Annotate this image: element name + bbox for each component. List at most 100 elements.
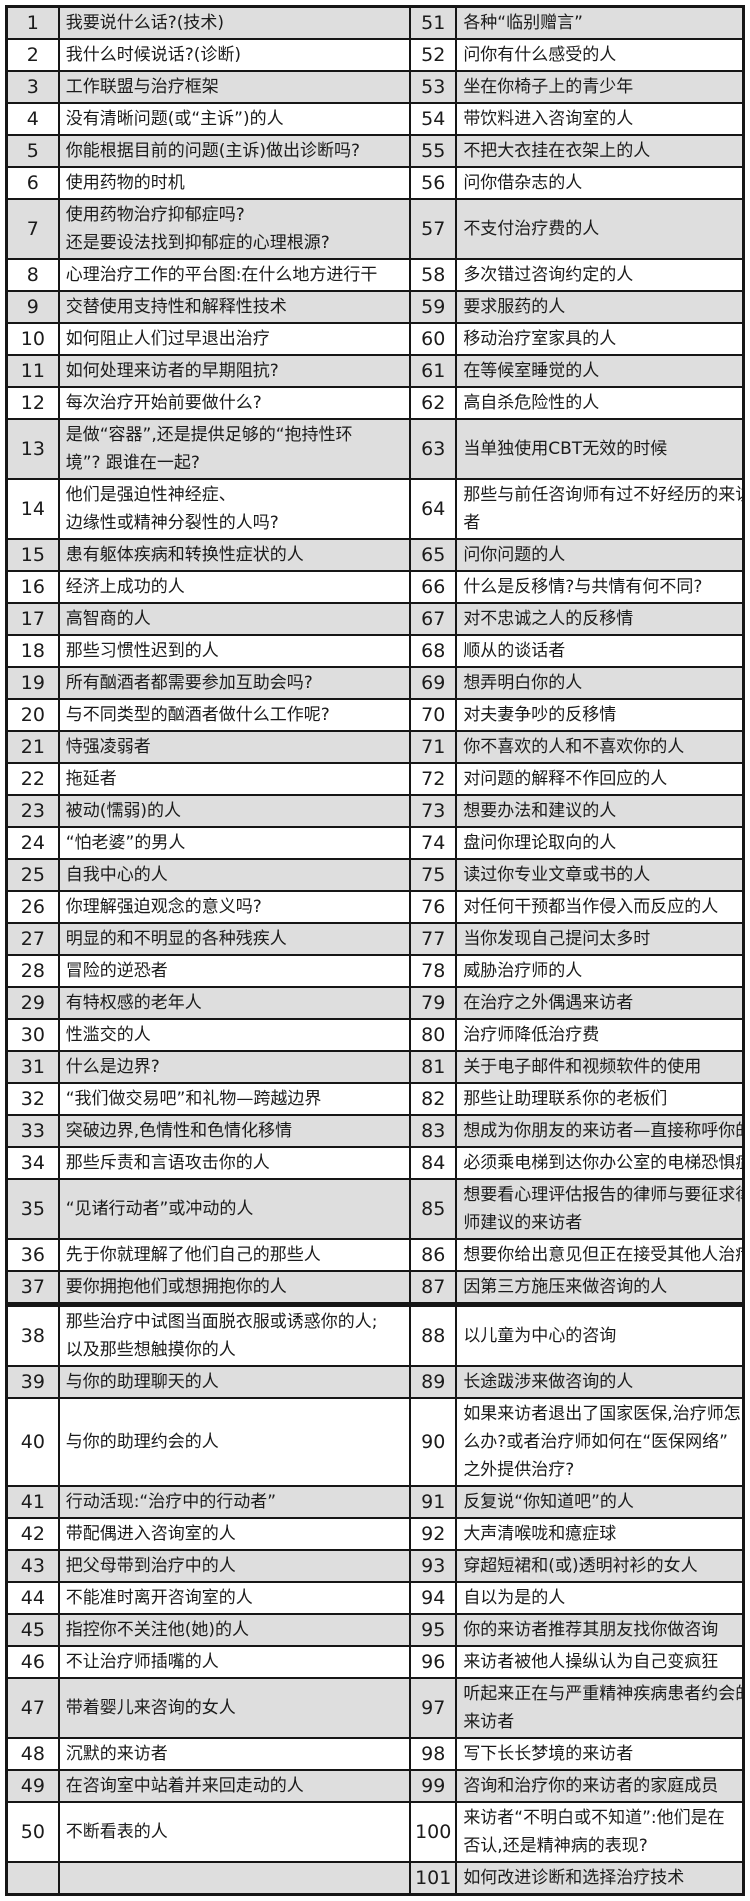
table-row: 11 如何处理来访者的早期阻抗? 61 在等候室睡觉的人 bbox=[5, 354, 745, 388]
topic-text-cell: 指控你不关注他(她)的人 bbox=[57, 1613, 412, 1647]
topic-text-cell: 与不同类型的酗酒者做什么工作呢? bbox=[57, 698, 412, 732]
row-number: 85 bbox=[421, 1198, 446, 1220]
topic-text-cell: 想要你给出意见但正在接受其他人治疗 bbox=[455, 1238, 745, 1272]
topic-text-cell: 在治疗之外偶遇来访者 bbox=[455, 986, 745, 1020]
row-number-cell: 78 bbox=[409, 954, 458, 988]
topic-text: 对问题的解释不作回应的人 bbox=[463, 769, 668, 789]
topic-text-cell: 经济上成功的人 bbox=[57, 570, 412, 604]
row-number: 22 bbox=[20, 768, 45, 790]
row-number-cell: 28 bbox=[5, 954, 60, 988]
topic-text-cell: 不能准时离开咨询室的人 bbox=[57, 1581, 412, 1615]
row-number-cell: 67 bbox=[409, 602, 458, 636]
row-number: 49 bbox=[20, 1775, 45, 1797]
topic-text: 不把大衣挂在衣架上的人 bbox=[463, 141, 651, 161]
topic-text-cell: 明显的和不明显的各种残疾人 bbox=[57, 922, 412, 956]
row-number-cell: 8 bbox=[5, 258, 60, 292]
topic-text: 盘问你理论取向的人 bbox=[463, 833, 617, 853]
row-number: 44 bbox=[20, 1587, 45, 1609]
row-number: 51 bbox=[421, 12, 446, 34]
row-number: 87 bbox=[421, 1276, 446, 1298]
row-number: 52 bbox=[421, 44, 446, 66]
row-number: 100 bbox=[415, 1821, 452, 1843]
topic-text: 如何阻止人们过早退出治疗 bbox=[65, 329, 270, 349]
row-number: 33 bbox=[20, 1120, 45, 1142]
topic-text: 恃强凌弱者 bbox=[65, 737, 151, 757]
table-row: 41 行动活现:“治疗中的行动者” 91 反复说“你知道吧”的人 bbox=[5, 1485, 745, 1519]
topic-text: “我们做交易吧”和礼物—跨越边界 bbox=[65, 1089, 322, 1109]
row-number-cell: 70 bbox=[409, 698, 458, 732]
row-number: 66 bbox=[421, 576, 446, 598]
topic-text-cell: 有特权感的老年人 bbox=[57, 986, 412, 1020]
topic-text: 你能根据目前的问题(主诉)做出诊断吗? bbox=[65, 141, 360, 161]
topic-text: 当你发现自己提问太多时 bbox=[463, 929, 651, 949]
row-number-cell: 52 bbox=[409, 38, 458, 72]
topic-text-cell: 那些让助理联系你的老板们 bbox=[455, 1082, 745, 1116]
row-number: 79 bbox=[421, 992, 446, 1014]
topic-text: 与你的助理约会的人 bbox=[65, 1432, 219, 1452]
topic-text: 多次错过咨询约定的人 bbox=[463, 265, 634, 285]
row-number-cell: 9 bbox=[5, 290, 60, 324]
topic-text-cell: “我们做交易吧”和礼物—跨越边界 bbox=[57, 1082, 412, 1116]
topic-text: 如何改进诊断和选择治疗技术 bbox=[463, 1868, 685, 1888]
topic-text-cell: 如何阻止人们过早退出治疗 bbox=[57, 322, 412, 356]
topics-table: 1 我要说什么话?(技术) 51 各种“临别赠言” 2 我什么时候说话?(诊断) 52 问你有… bbox=[5, 5, 745, 1896]
row-number-cell: 21 bbox=[5, 730, 60, 764]
topic-text-cell: 以儿童为中心的咨询 bbox=[455, 1302, 745, 1367]
table-row: 26 你理解强迫观念的意义吗? 76 对任何干预都当作侵入而反应的人 bbox=[5, 890, 745, 924]
row-number: 41 bbox=[20, 1491, 45, 1513]
table-row: 4 没有清晰问题(或“主诉”)的人 54 带饮料进入咨询室的人 bbox=[5, 102, 745, 136]
row-number-cell: 10 bbox=[5, 322, 60, 356]
row-number: 78 bbox=[421, 960, 446, 982]
topic-text-cell: 想要看心理评估报告的律师与要征求律 师建议的来访者 bbox=[455, 1178, 745, 1240]
topic-text: 那些习惯性迟到的人 bbox=[65, 641, 219, 661]
topic-text: 如果来访者退出了国家医保,治疗师怎 么办?或者治疗师如何在“医保网络” 之外提供… bbox=[463, 1404, 741, 1480]
row-number-cell: 22 bbox=[5, 762, 60, 796]
table-row: 38 那些治疗中试图当面脱衣服或诱惑你的人; 以及那些想触摸你的人 88 以儿童为中心… bbox=[5, 1302, 745, 1367]
table-row: 9 交替使用支持性和解释性技术 59 要求服药的人 bbox=[5, 290, 745, 324]
table-row: 24 “怕老婆”的男人 74 盘问你理论取向的人 bbox=[5, 826, 745, 860]
row-number-cell: 5 bbox=[5, 134, 60, 168]
row-number-cell: 3 bbox=[5, 70, 60, 104]
topic-text: 对不忠诚之人的反移情 bbox=[463, 609, 634, 629]
row-number: 70 bbox=[421, 704, 446, 726]
row-number-cell: 60 bbox=[409, 322, 458, 356]
row-number-cell: 73 bbox=[409, 794, 458, 828]
topic-text: 必须乘电梯到达你办公室的电梯恐惧症 bbox=[463, 1153, 744, 1173]
topic-text: 想要你给出意见但正在接受其他人治疗 bbox=[463, 1245, 744, 1265]
row-number-cell: 53 bbox=[409, 70, 458, 104]
row-number-cell: 14 bbox=[5, 478, 60, 540]
row-number: 25 bbox=[20, 864, 45, 886]
topic-text-cell: 冒险的逆恐者 bbox=[57, 954, 412, 988]
topic-text-cell: “怕老婆”的男人 bbox=[57, 826, 412, 860]
topic-text-cell: 把父母带到治疗中的人 bbox=[57, 1549, 412, 1583]
row-number: 37 bbox=[20, 1276, 45, 1298]
row-number-cell: 36 bbox=[5, 1238, 60, 1272]
row-number: 45 bbox=[20, 1619, 45, 1641]
row-number-cell: 77 bbox=[409, 922, 458, 956]
row-number-cell: 16 bbox=[5, 570, 60, 604]
topic-text: 关于电子邮件和视频软件的使用 bbox=[463, 1057, 702, 1077]
topic-text: 带着婴儿来咨询的女人 bbox=[65, 1698, 236, 1718]
topic-text-cell: 坐在你椅子上的青少年 bbox=[455, 70, 745, 104]
topic-text-cell: 威胁治疗师的人 bbox=[455, 954, 745, 988]
topic-text-cell: 高自杀危险性的人 bbox=[455, 386, 745, 420]
row-number: 32 bbox=[20, 1088, 45, 1110]
topic-text: 高自杀危险性的人 bbox=[463, 393, 600, 413]
row-number: 19 bbox=[20, 672, 45, 694]
topic-text-cell: 我什么时候说话?(诊断) bbox=[57, 38, 412, 72]
row-number-cell: 85 bbox=[409, 1178, 458, 1240]
topic-text-cell: 没有清晰问题(或“主诉”)的人 bbox=[57, 102, 412, 136]
topic-text-cell: 听起来正在与严重精神疾病患者约会的 来访者 bbox=[455, 1677, 745, 1739]
table-row: 40 与你的助理约会的人 90 如果来访者退出了国家医保,治疗师怎 么办?或者治疗师如… bbox=[5, 1397, 745, 1487]
topic-text-cell: 先于你就理解了他们自己的那些人 bbox=[57, 1238, 412, 1272]
row-number-cell: 24 bbox=[5, 826, 60, 860]
table-row: 6 使用药物的时机 56 问你借杂志的人 bbox=[5, 166, 745, 200]
row-number: 29 bbox=[20, 992, 45, 1014]
row-number: 9 bbox=[26, 296, 39, 318]
row-number-cell: 17 bbox=[5, 602, 60, 636]
topic-text: 那些斥责和言语攻击你的人 bbox=[65, 1153, 270, 1173]
topic-text-cell: 咨询和治疗你的来访者的家庭成员 bbox=[455, 1769, 745, 1803]
topic-text-cell: 当单独使用CBT无效的时候 bbox=[455, 418, 745, 480]
row-number-cell: 35 bbox=[5, 1178, 60, 1240]
